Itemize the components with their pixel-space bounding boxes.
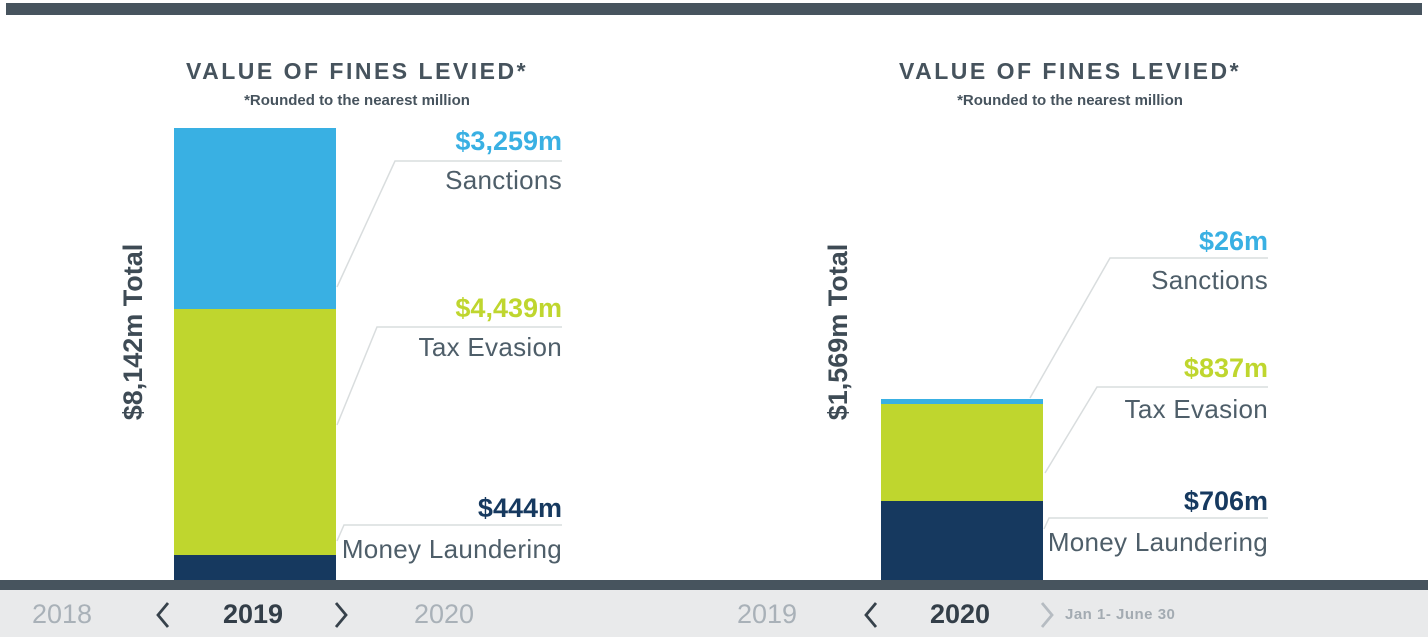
callout-value-tax-evasion: $837m	[1183, 353, 1268, 383]
top-border-band	[6, 3, 1422, 15]
nav-year-next-2020[interactable]: 2020	[413, 599, 475, 629]
chart-title: VALUE OF FINES LEVIED*	[185, 58, 529, 84]
callout-label-tax-evasion: Tax Evasion	[418, 332, 562, 362]
total-label: $1,569m Total	[823, 243, 853, 421]
callout-label-tax-evasion: Tax Evasion	[1124, 394, 1268, 424]
bar-segment-money-laundering	[174, 555, 336, 580]
callout-value-money-laundering: $706m	[1183, 486, 1268, 516]
callout-label-sanctions: Sanctions	[1151, 265, 1268, 295]
bar-segment-money-laundering	[881, 501, 1043, 580]
next-arrow-icon[interactable]	[332, 600, 350, 630]
carousel-nav-bar	[0, 590, 1428, 637]
nav-year-current-2020[interactable]: 2020	[929, 599, 991, 629]
callout-value-sanctions: $26m	[1198, 226, 1268, 256]
callout-value-sanctions: $3,259m	[455, 126, 562, 156]
callout-label-money-laundering: Money Laundering	[341, 534, 562, 564]
callout-value-money-laundering: $444m	[477, 493, 562, 523]
nav-year-prev-2018[interactable]: 2018	[31, 599, 93, 629]
callout-value-tax-evasion: $4,439m	[455, 293, 562, 323]
total-label: $8,142m Total	[118, 243, 148, 421]
prev-arrow-icon[interactable]	[154, 600, 172, 630]
chart-title: VALUE OF FINES LEVIED*	[898, 58, 1242, 84]
bar-segment-tax-evasion	[881, 404, 1043, 501]
chart-subtitle: *Rounded to the nearest million	[244, 92, 470, 109]
nav-date-range-note[interactable]: Jan 1- June 30	[1065, 606, 1176, 623]
chart-subtitle: *Rounded to the nearest million	[957, 92, 1183, 109]
callout-label-money-laundering: Money Laundering	[1047, 527, 1268, 557]
nav-year-current-2019[interactable]: 2019	[222, 599, 284, 629]
stacked-bar-2019	[174, 128, 336, 580]
bar-segment-tax-evasion	[174, 309, 336, 555]
stacked-bar-2020	[881, 399, 1043, 580]
callout-label-sanctions: Sanctions	[445, 165, 562, 195]
bar-segment-sanctions	[174, 128, 336, 309]
nav-year-prev-2019[interactable]: 2019	[736, 599, 798, 629]
bottom-divider-band	[0, 580, 1428, 590]
bar-segment-sanctions	[881, 399, 1043, 404]
next-arrow-icon[interactable]	[1038, 600, 1056, 630]
prev-arrow-icon[interactable]	[862, 600, 880, 630]
